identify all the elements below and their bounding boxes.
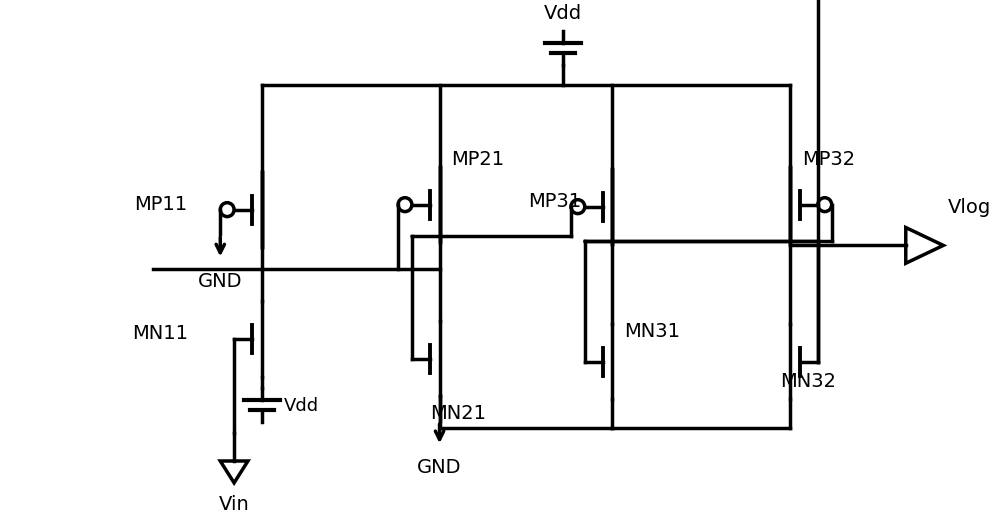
Circle shape (612, 85, 613, 86)
Text: MP32: MP32 (802, 151, 855, 169)
Text: Vdd: Vdd (544, 5, 582, 23)
Circle shape (439, 268, 440, 270)
Circle shape (831, 240, 832, 242)
Circle shape (789, 245, 791, 246)
Text: MN31: MN31 (624, 322, 680, 342)
Circle shape (439, 236, 440, 237)
Text: GND: GND (198, 271, 243, 291)
Circle shape (562, 85, 564, 86)
Circle shape (570, 236, 572, 237)
Circle shape (439, 85, 440, 86)
Circle shape (612, 240, 613, 242)
Text: MP31: MP31 (528, 192, 582, 211)
Text: MP11: MP11 (135, 195, 188, 214)
Text: MN21: MN21 (430, 404, 486, 423)
Circle shape (789, 427, 791, 429)
Circle shape (584, 240, 586, 242)
Text: Vin: Vin (219, 495, 249, 514)
Circle shape (397, 268, 399, 270)
Circle shape (439, 427, 440, 429)
Circle shape (411, 236, 413, 237)
Circle shape (612, 427, 613, 429)
Text: Vlog: Vlog (948, 198, 991, 217)
Text: MN32: MN32 (780, 372, 836, 391)
Circle shape (789, 85, 791, 86)
Circle shape (817, 240, 819, 242)
Text: MN11: MN11 (132, 325, 188, 343)
Text: Vdd: Vdd (283, 397, 319, 415)
Circle shape (562, 85, 564, 86)
Circle shape (261, 268, 263, 270)
Text: GND: GND (417, 458, 462, 477)
Text: MP21: MP21 (451, 151, 505, 169)
